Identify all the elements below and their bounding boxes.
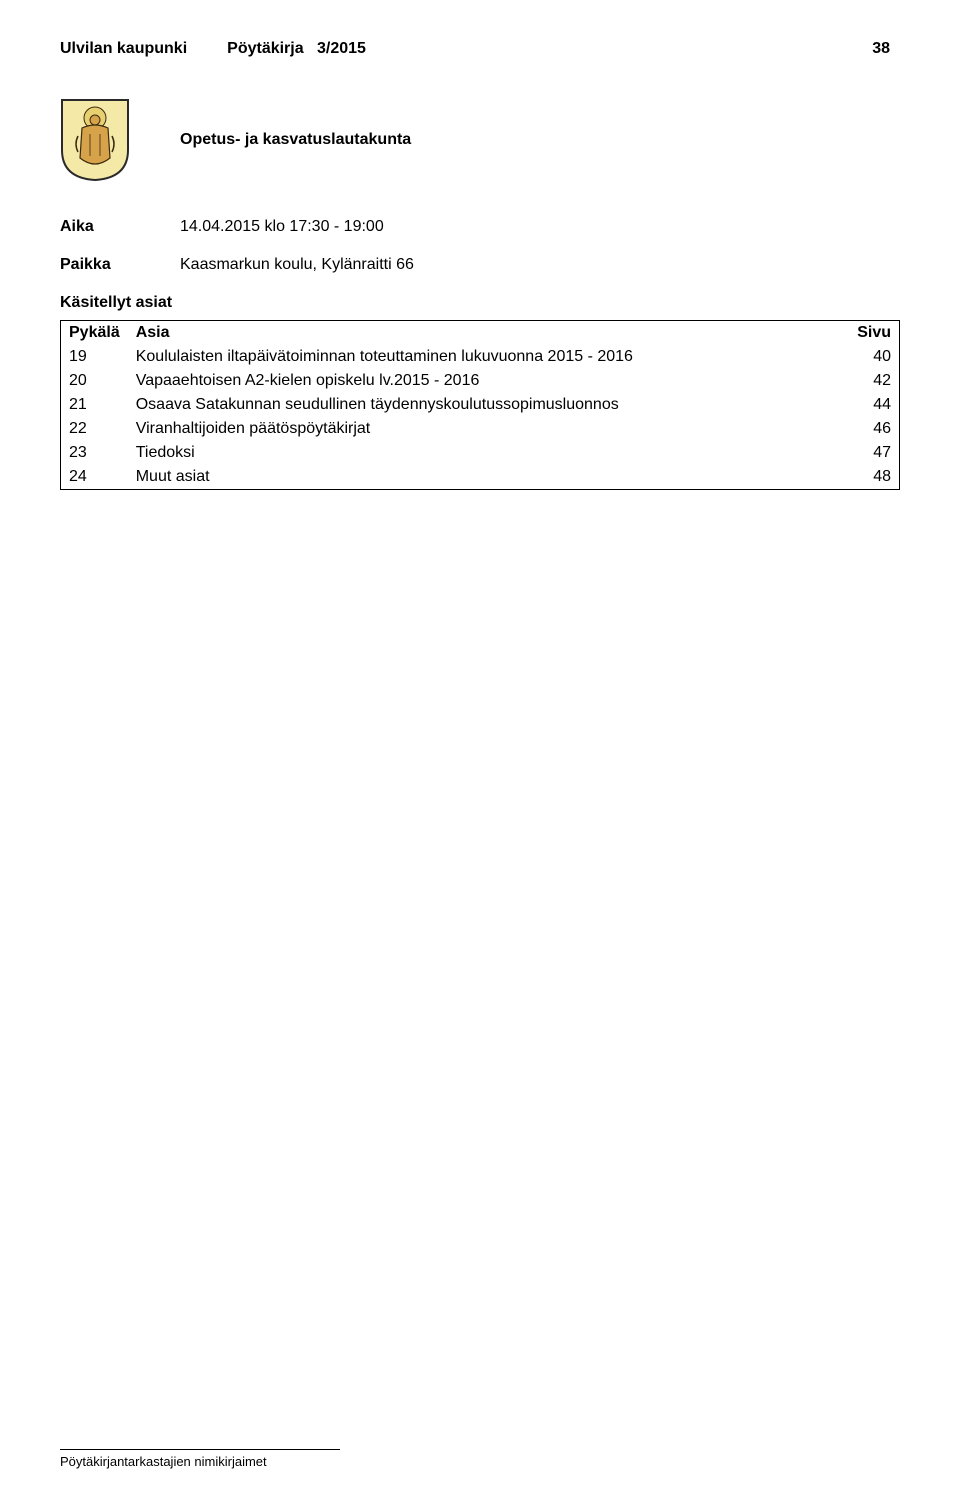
footer-signatures: Pöytäkirjantarkastajien nimikirjaimet [60, 1449, 340, 1469]
table-row: 21 Osaava Satakunnan seudullinen täydenn… [61, 393, 899, 417]
cell-sivu: 40 [839, 345, 899, 369]
cell-sivu: 42 [839, 369, 899, 393]
col-header-sivu: Sivu [839, 321, 899, 345]
org-name: Ulvilan kaupunki [60, 40, 187, 58]
cell-sivu: 48 [839, 465, 899, 489]
aika-value: 14.04.2015 klo 17:30 - 19:00 [180, 218, 384, 236]
table-row: 24 Muut asiat 48 [61, 465, 899, 489]
cell-sivu: 46 [839, 417, 899, 441]
paikka-value: Kaasmarkun koulu, Kylänraitti 66 [180, 256, 414, 274]
cell-pykala: 22 [61, 417, 128, 441]
doc-number: 3/2015 [317, 40, 366, 57]
cell-asia: Muut asiat [128, 465, 839, 489]
title-row: Opetus- ja kasvatuslautakunta [60, 98, 900, 182]
cell-asia: Koululaisten iltapäivätoiminnan toteutta… [128, 345, 839, 369]
cell-pykala: 19 [61, 345, 128, 369]
col-header-pykala: Pykälä [61, 321, 128, 345]
table-row: 22 Viranhaltijoiden päätöspöytäkirjat 46 [61, 417, 899, 441]
board-name: Opetus- ja kasvatuslautakunta [180, 131, 411, 149]
table-row: 20 Vapaaehtoisen A2-kielen opiskelu lv.2… [61, 369, 899, 393]
meta-paikka: Paikka Kaasmarkun koulu, Kylänraitti 66 [60, 256, 900, 274]
meta-aika: Aika 14.04.2015 klo 17:30 - 19:00 [60, 218, 900, 236]
doc-type-number: Pöytäkirja 3/2015 [227, 40, 366, 58]
cell-pykala: 20 [61, 369, 128, 393]
page-number: 38 [872, 40, 890, 58]
header-left: Ulvilan kaupunki Pöytäkirja 3/2015 [60, 40, 366, 58]
paikka-label: Paikka [60, 256, 180, 274]
city-crest-icon [60, 98, 130, 182]
cell-asia: Osaava Satakunnan seudullinen täydennysk… [128, 393, 839, 417]
cell-pykala: 23 [61, 441, 128, 465]
aika-label: Aika [60, 218, 180, 236]
cell-asia: Tiedoksi [128, 441, 839, 465]
table-header-row: Pykälä Asia Sivu [61, 321, 899, 345]
cell-pykala: 21 [61, 393, 128, 417]
items-table: Pykälä Asia Sivu 19 Koululaisten iltapäi… [60, 320, 900, 490]
section-title: Käsitellyt asiat [60, 294, 900, 312]
document-header: Ulvilan kaupunki Pöytäkirja 3/2015 38 [60, 40, 900, 58]
table-row: 19 Koululaisten iltapäivätoiminnan toteu… [61, 345, 899, 369]
col-header-asia: Asia [128, 321, 839, 345]
cell-sivu: 47 [839, 441, 899, 465]
cell-sivu: 44 [839, 393, 899, 417]
cell-pykala: 24 [61, 465, 128, 489]
cell-asia: Vapaaehtoisen A2-kielen opiskelu lv.2015… [128, 369, 839, 393]
cell-asia: Viranhaltijoiden päätöspöytäkirjat [128, 417, 839, 441]
doc-type: Pöytäkirja [227, 40, 303, 57]
table-row: 23 Tiedoksi 47 [61, 441, 899, 465]
